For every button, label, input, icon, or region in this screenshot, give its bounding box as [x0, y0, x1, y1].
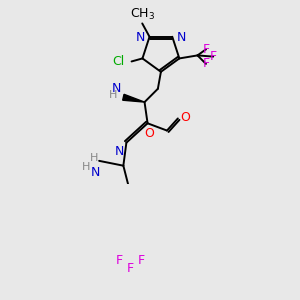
Text: N: N: [177, 31, 187, 44]
Text: F: F: [202, 57, 209, 70]
Text: H: H: [89, 153, 98, 164]
Text: CH$_3$: CH$_3$: [130, 7, 155, 22]
Text: H: H: [82, 162, 91, 172]
Text: N: N: [112, 82, 121, 95]
Text: O: O: [180, 111, 190, 124]
Text: H: H: [109, 90, 117, 100]
Text: F: F: [138, 254, 145, 267]
Text: Cl: Cl: [112, 55, 124, 68]
Text: O: O: [145, 127, 154, 140]
Text: F: F: [116, 254, 123, 267]
Text: F: F: [210, 50, 217, 63]
Polygon shape: [123, 94, 145, 102]
Text: N: N: [135, 31, 145, 44]
Text: F: F: [127, 262, 134, 275]
Text: N: N: [115, 145, 124, 158]
Text: N: N: [91, 166, 100, 179]
Text: F: F: [202, 43, 209, 56]
